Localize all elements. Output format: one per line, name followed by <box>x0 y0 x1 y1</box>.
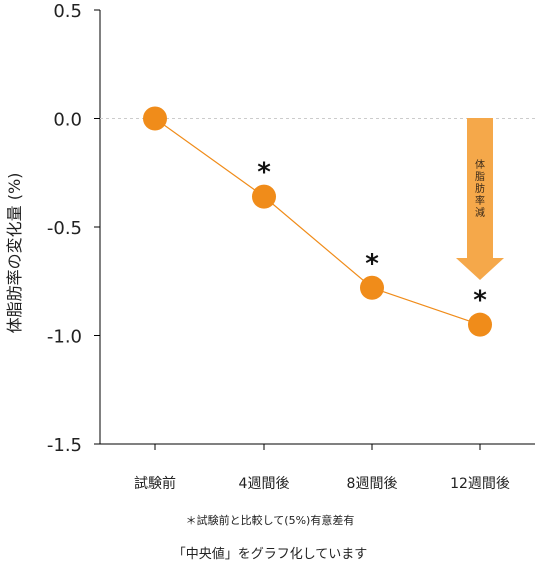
x-tick-label: 4週間後 <box>239 476 290 492</box>
arrow-label-char: 脂 <box>475 170 485 183</box>
y-tick-label: -1.5 <box>47 435 82 456</box>
arrow-head <box>456 258 504 280</box>
chart-caption: 「中央値」をグラフ化しています <box>172 547 368 562</box>
significance-star: * <box>473 286 487 316</box>
significance-footnote: ＊試験前と比較して(5%)有意差有 <box>185 514 355 527</box>
x-axis-ticks: 試験前 4週間後 8週間後 12週間後 <box>134 444 510 492</box>
data-point <box>468 312 492 337</box>
arrow-label-char: 率 <box>475 194 485 207</box>
significance-markers: * * * <box>257 158 487 316</box>
arrow-label-char: 減 <box>475 206 485 219</box>
arrow-label-char: 肪 <box>475 182 485 195</box>
significance-star: * <box>365 249 379 279</box>
y-tick-label: 0.5 <box>53 1 82 22</box>
data-point <box>252 184 276 209</box>
y-tick-label: -0.5 <box>47 218 82 239</box>
y-tick-label: -1.0 <box>47 327 82 348</box>
x-tick-label: 12週間後 <box>450 476 510 492</box>
x-tick-label: 試験前 <box>134 475 176 492</box>
arrow-label-char: 体 <box>475 159 485 171</box>
x-tick-label: 8週間後 <box>347 476 398 492</box>
y-tick-label: 0.0 <box>53 110 82 131</box>
significance-star: * <box>257 158 271 188</box>
y-axis-ticks: 0.5 0.0 -0.5 -1.0 -1.5 <box>47 1 100 456</box>
y-axis-label: 体脂肪率の変化量 (%) <box>5 173 24 334</box>
arrow-shaft <box>467 118 493 258</box>
data-point <box>360 275 384 300</box>
data-point <box>143 106 167 131</box>
series-line <box>154 118 481 326</box>
median-series <box>143 106 492 337</box>
